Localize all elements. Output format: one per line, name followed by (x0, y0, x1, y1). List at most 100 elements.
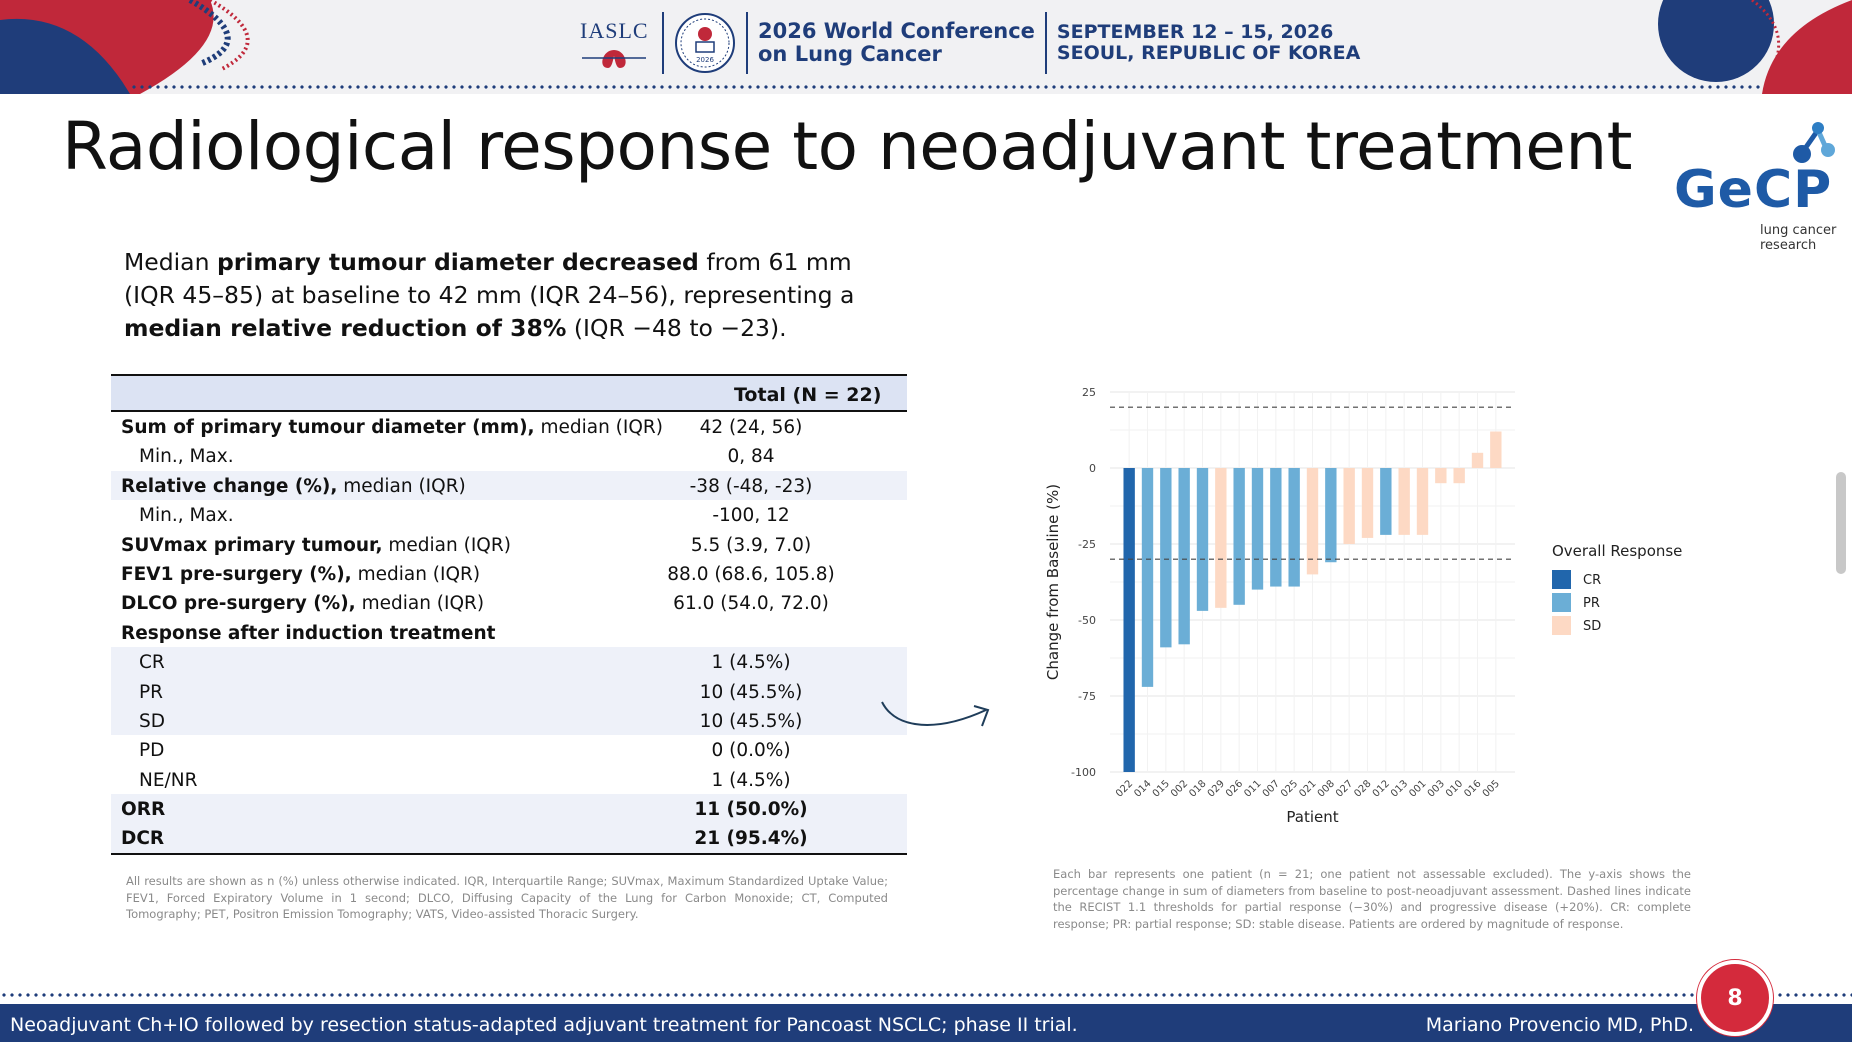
bar-028 (1361, 468, 1374, 538)
bar-002 (1178, 468, 1190, 645)
footer-dotted-line (0, 992, 1852, 998)
bar-010 (1453, 468, 1465, 484)
row-label: SUVmax primary tumour, median (IQR) (121, 534, 511, 556)
table-row: Min., Max. 0, 84 (111, 441, 907, 470)
row-value: 61.0 (54.0, 72.0) (673, 593, 829, 615)
results-table: Total (N = 22) Sum of primary tumour dia… (111, 374, 907, 855)
table-footnote: All results are shown as n (%) unless ot… (126, 874, 888, 921)
row-value: 0, 84 (727, 446, 775, 468)
table-row: CR 1 (4.5%) (111, 647, 907, 677)
row-label: FEV1 pre-surgery (%), median (IQR) (121, 563, 481, 585)
x-tick-label: 021 (1297, 778, 1318, 799)
x-tick-label: 028 (1352, 778, 1373, 799)
y-tick-label: -50 (1078, 614, 1096, 627)
legend-label-pr: PR (1583, 596, 1600, 611)
x-tick-label: 013 (1389, 778, 1410, 799)
x-tick-label: 016 (1462, 778, 1483, 799)
trial-title: Neoadjuvant Ch+IO followed by resection … (10, 1014, 1078, 1036)
page-number: 8 (1697, 960, 1773, 1036)
bar-012 (1380, 468, 1392, 535)
bar-008 (1325, 468, 1337, 563)
bar-016 (1471, 452, 1484, 468)
x-tick-label: 027 (1334, 778, 1355, 799)
table-row: FEV1 pre-surgery (%), median (IQR) 88.0 (… (111, 559, 907, 588)
bar-026 (1233, 468, 1245, 605)
bar-025 (1288, 468, 1300, 587)
x-tick-label: 014 (1132, 778, 1153, 799)
row-value: 0 (0.0%) (711, 740, 791, 762)
x-axis-label: Patient (1286, 808, 1338, 826)
bar-018 (1196, 468, 1209, 611)
legend-swatch-cr (1552, 570, 1571, 589)
table-header: Total (N = 22) (111, 374, 907, 412)
row-value: 42 (24, 56) (699, 417, 803, 438)
header-right-graphic (1658, 0, 1852, 94)
row-value: 21 (95.4%) (694, 828, 808, 850)
x-tick-label: 018 (1187, 778, 1208, 799)
row-label: DCR (121, 828, 165, 850)
row-label: Min., Max. (139, 505, 234, 527)
y-tick-label: -25 (1078, 538, 1096, 551)
y-tick-label: 0 (1089, 462, 1096, 475)
x-tick-label: 010 (1444, 778, 1465, 799)
conference-date-location: SEPTEMBER 12 – 15, 2026 SEOUL, REPUBLIC … (1056, 21, 1361, 64)
conference-name: 2026 World Conference on Lung Cancer (758, 19, 1035, 66)
legend-title: Overall Response (1552, 542, 1682, 560)
row-label: ORR (121, 799, 166, 821)
legend-swatch-pr (1552, 593, 1571, 612)
x-tick-label: 003 (1426, 778, 1447, 799)
row-value: -100, 12 (712, 505, 790, 527)
legend-swatch-sd (1552, 616, 1571, 635)
table-row: SD 10 (45.5%) (111, 705, 907, 736)
gecp-logo: GeCP lung cancer research (1674, 120, 1844, 260)
row-label: Sum of primary tumour diameter (mm), med… (121, 417, 663, 438)
bar-021 (1306, 468, 1319, 575)
row-label: NE/NR (139, 769, 198, 791)
bar-022 (1123, 468, 1135, 772)
row-label: CR (139, 652, 165, 674)
table-row: DCR 21 (95.4%) (111, 823, 907, 853)
bar-015 (1160, 468, 1172, 648)
row-value: -38 (-48, -23) (689, 475, 813, 497)
bar-014 (1141, 468, 1154, 687)
row-label: Relative change (%), median (IQR) (121, 475, 466, 497)
row-label: Response after induction treatment (121, 622, 496, 644)
row-value: 10 (45.5%) (699, 681, 803, 703)
y-tick-label: -75 (1078, 690, 1096, 703)
row-label: DLCO pre-surgery (%), median (IQR) (121, 593, 485, 615)
row-value: 1 (4.5%) (711, 769, 791, 791)
row-value: 1 (4.5%) (711, 652, 791, 674)
y-axis-label: Change from Baseline (%) (1044, 484, 1062, 680)
conference-branding: IASLC 2026 2026 World Conference on Lung… (576, 10, 1360, 76)
row-value: 10 (45.5%) (699, 710, 803, 732)
x-tick-label: 007 (1261, 778, 1282, 799)
legend-label-cr: CR (1583, 573, 1601, 588)
table-row: Min., Max. -100, 12 (111, 500, 907, 529)
row-label: PR (139, 681, 164, 703)
slide-footer: Neoadjuvant Ch+IO followed by resection … (0, 1004, 1852, 1042)
row-value: 11 (50.0%) (694, 799, 808, 821)
x-tick-label: 015 (1151, 778, 1172, 799)
chart-caption: Each bar represents one patient (n = 21;… (1053, 867, 1691, 931)
y-tick-label: 25 (1082, 386, 1096, 399)
x-tick-label: 005 (1481, 778, 1502, 799)
table-row: Sum of primary tumour diameter (mm), med… (111, 412, 907, 441)
table-row: PD 0 (0.0%) (111, 735, 907, 764)
bar-011 (1251, 468, 1264, 590)
bar-007 (1270, 468, 1282, 587)
row-value: 5.5 (3.9, 7.0) (690, 534, 812, 556)
table-row: Relative change (%), median (IQR) -38 (-4… (111, 470, 907, 501)
row-label: SD (139, 710, 165, 732)
iaslc-logo: IASLC (576, 12, 652, 74)
x-tick-label: 002 (1169, 778, 1190, 799)
waterfall-chart: 25 0 -25 -50 -75 -100 022014015002018029026011… (1044, 386, 1682, 826)
x-tick-label: 011 (1242, 778, 1263, 799)
x-tick-label: 008 (1316, 778, 1337, 799)
svg-text:2026: 2026 (696, 56, 714, 64)
x-tick-label: 012 (1371, 778, 1392, 799)
x-tick-label: 001 (1407, 778, 1428, 799)
row-label: PD (139, 740, 165, 762)
table-row: ORR 11 (50.0%) (111, 794, 907, 824)
scrollbar-thumb[interactable] (1836, 472, 1846, 574)
conference-seal-icon: 2026 (675, 13, 735, 73)
